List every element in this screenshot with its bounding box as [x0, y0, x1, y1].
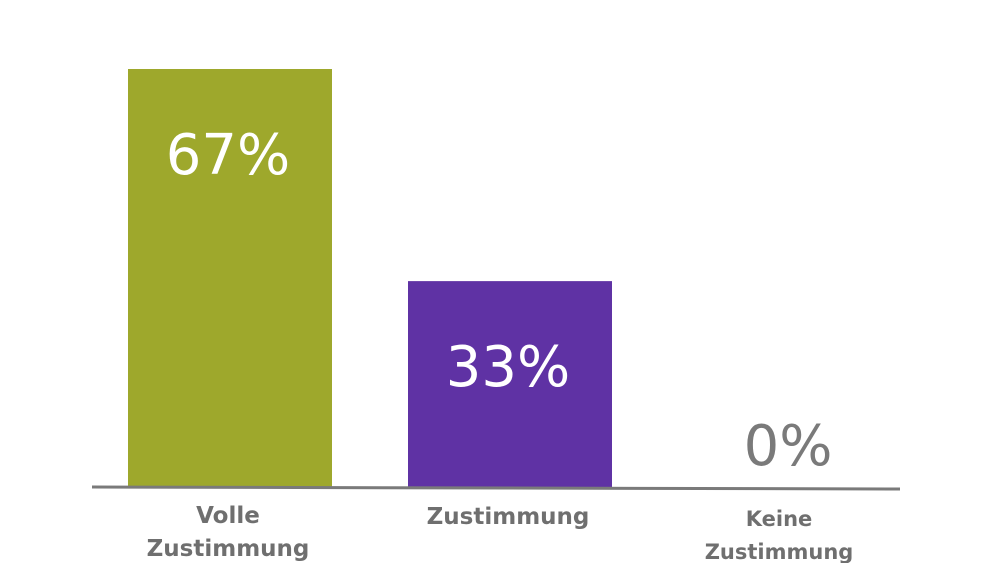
- bars-layer: [128, 69, 612, 487]
- value-label-0: 67%: [166, 123, 290, 188]
- value-label-1: 33%: [446, 335, 570, 400]
- value-label-2: 0%: [744, 414, 833, 479]
- category-label-0-line-1: Zustimmung: [147, 536, 310, 562]
- x-axis-line: [91, 485, 901, 491]
- value-labels-layer: 67% 33% 0%: [166, 123, 833, 479]
- category-labels-layer: Volle Zustimmung Zustimmung Keine Zustimmung: [147, 503, 854, 563]
- bar-0: [128, 69, 332, 487]
- category-label-2-line-0: Keine: [746, 507, 813, 531]
- category-label-2-line-1: Zustimmung: [705, 540, 854, 563]
- axis-layer: [91, 485, 901, 491]
- category-label-0-line-0: Volle: [196, 503, 260, 529]
- bar-1: [408, 281, 612, 487]
- category-label-1-line-0: Zustimmung: [427, 504, 590, 530]
